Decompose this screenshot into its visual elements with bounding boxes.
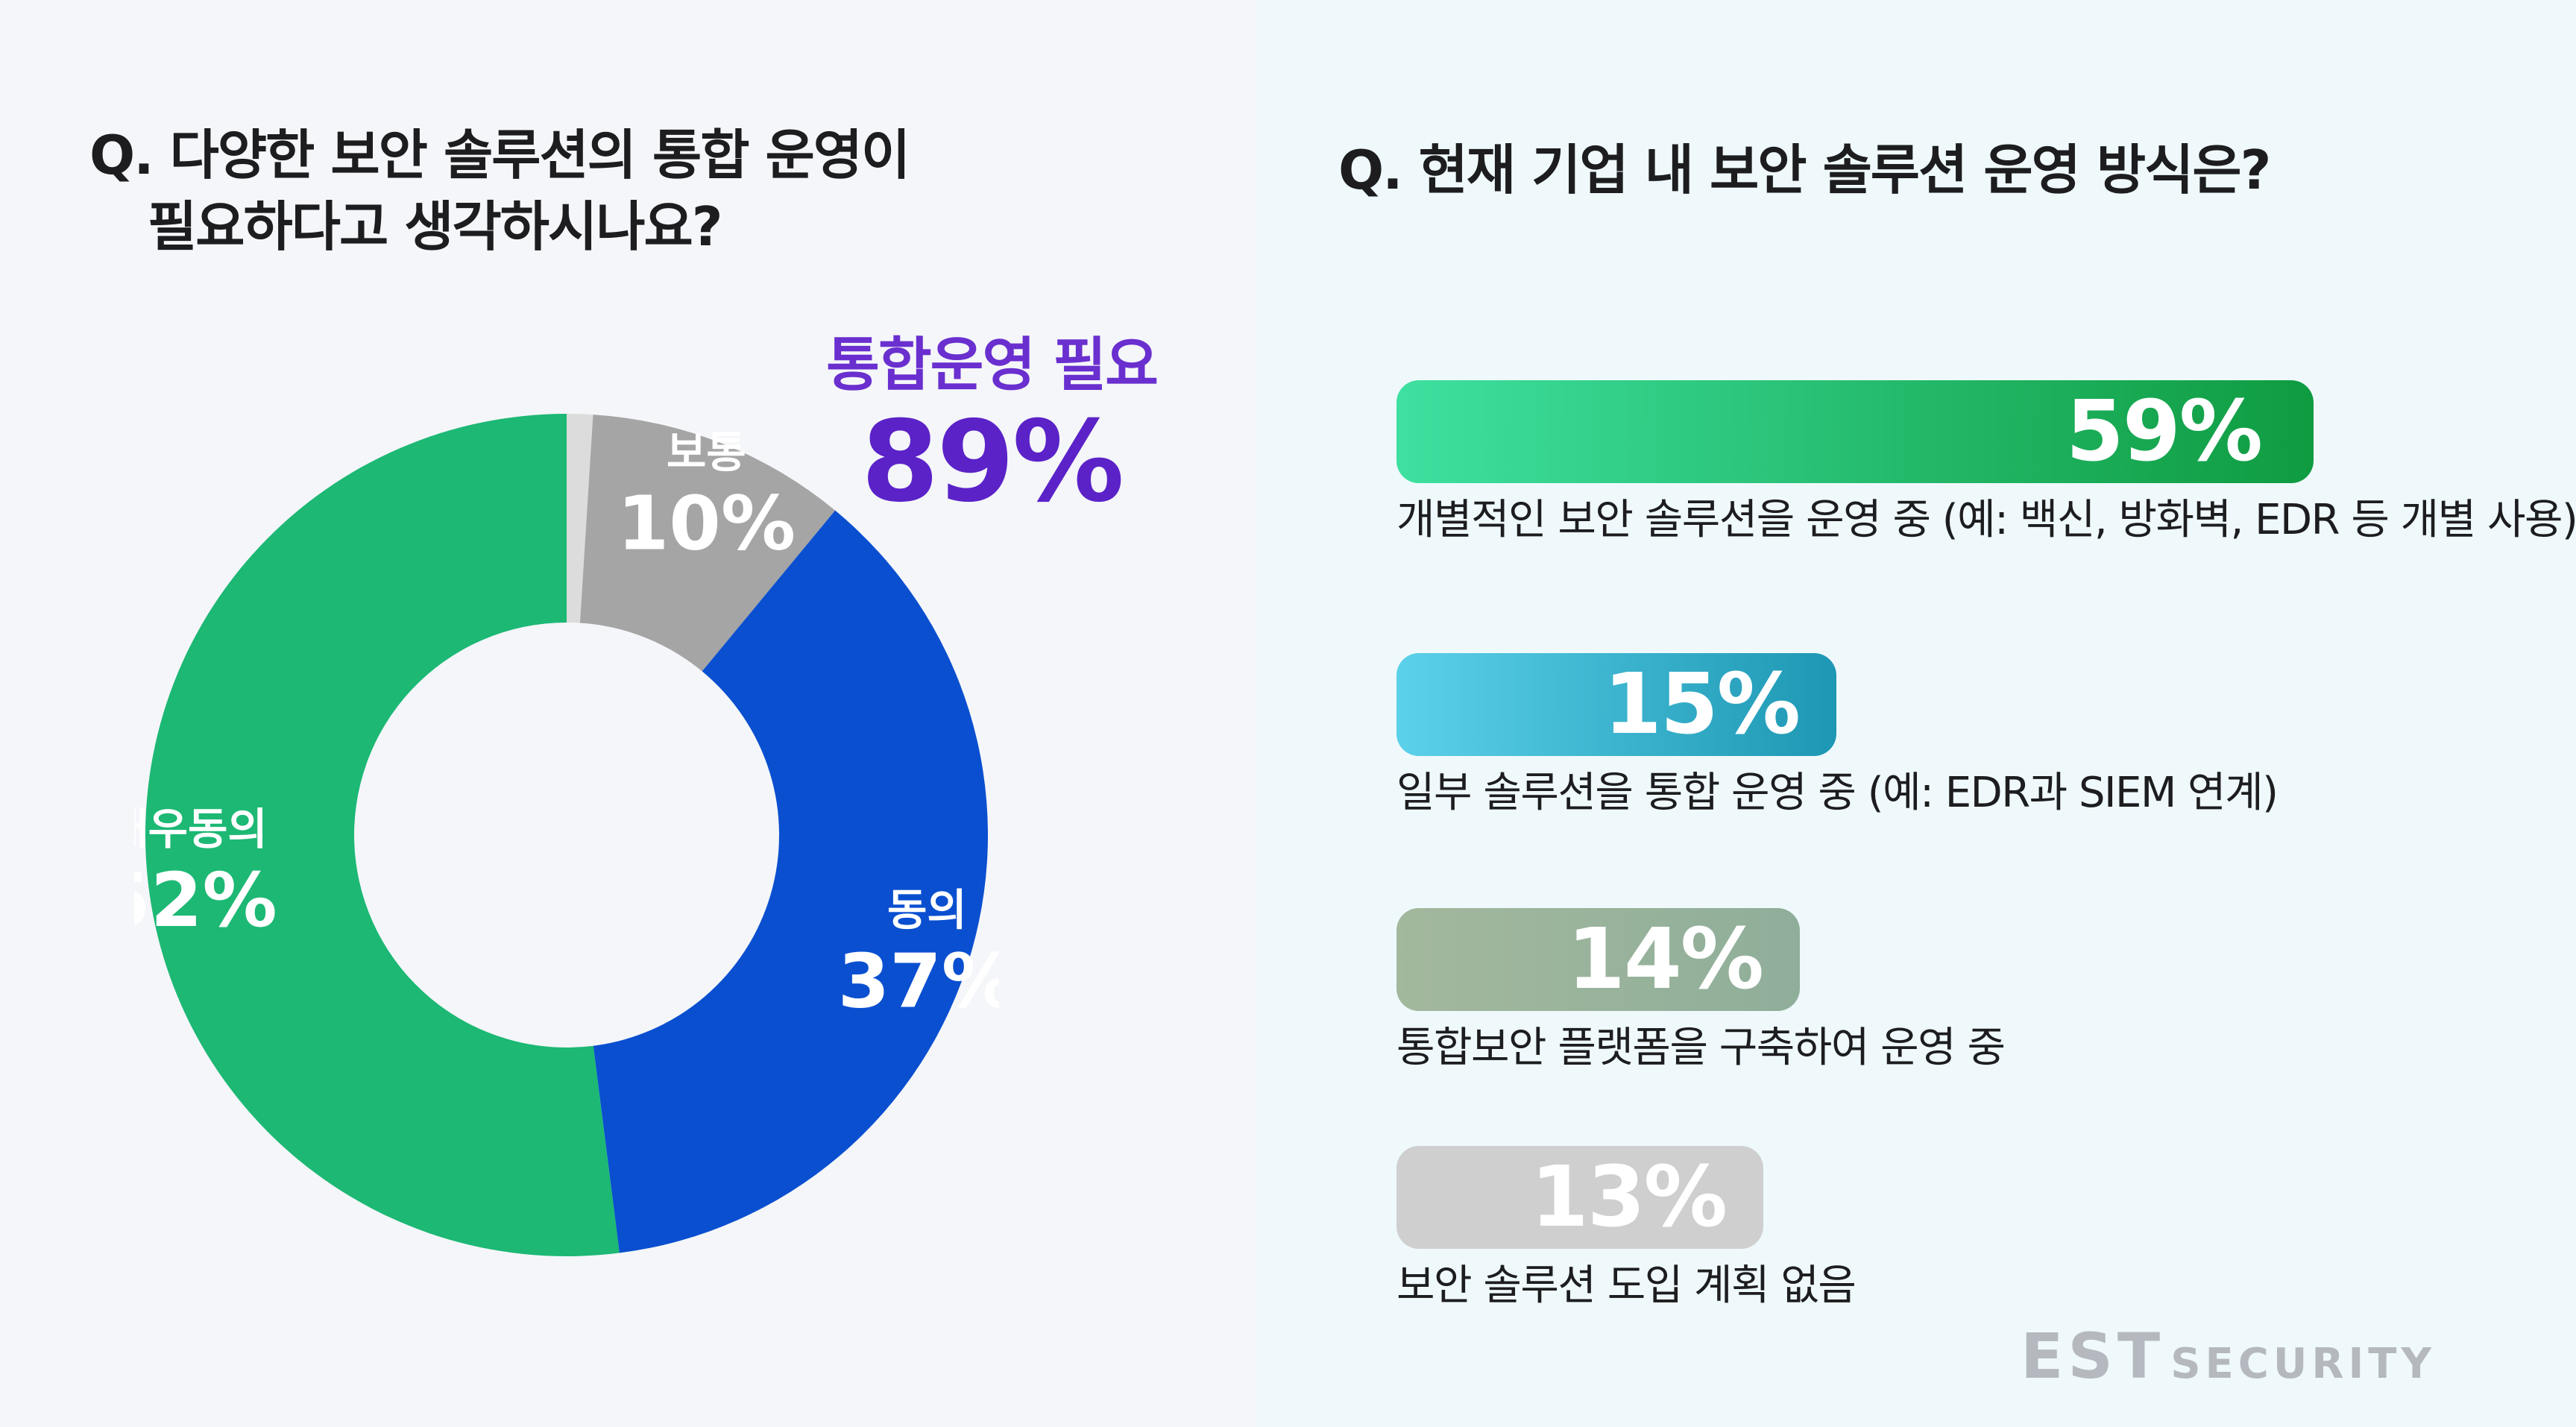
donut-slice-value-1: 10% <box>617 480 796 567</box>
callout-value: 89% <box>860 397 1124 527</box>
donut-slice-name-1: 보통 <box>667 427 746 478</box>
bar-value-label-0: 59% <box>2065 383 2263 480</box>
logo-secondary: SECURITY <box>2170 1340 2437 1388</box>
donut-slice-name-2: 동의 <box>887 884 967 935</box>
bar-category-label-3: 보안 솔루션 도입 계획 없음 <box>1396 1261 1857 1310</box>
donut-slice-value-3: 52% <box>134 857 277 944</box>
logo-primary: EST <box>2021 1320 2165 1393</box>
bar-row-1: 15% 일부 솔루션을 통합 운영 중 (예: EDR과 SIEM 연계) <box>1396 653 2279 820</box>
bar-question-title: Q. 현재 기업 내 보안 솔루션 운영 방식은? <box>1338 139 2271 201</box>
donut-question-title: Q. 다양한 보안 솔루션의 통합 운영이 필요하다고 생각하시나요? <box>89 119 1193 262</box>
bar-row-2: 14% 통합보안 플랫폼을 구축하여 운영 중 <box>1396 908 2006 1075</box>
callout-label: 통합운영 필요 <box>826 332 1159 399</box>
bar-value-label-2: 14% <box>1566 911 1764 1008</box>
donut-slice-3 <box>145 414 620 1256</box>
integration-need-callout: 통합운영 필요 89% <box>783 328 1200 522</box>
bar-value-label-1: 15% <box>1603 656 1801 753</box>
donut-slice-value-2: 37% <box>838 937 999 1024</box>
donut-question-line2: 필요하다고 생각하시나요? <box>148 195 722 258</box>
donut-slice-2 <box>593 510 988 1253</box>
bar-0: 59% <box>1396 380 2314 483</box>
donut-question-line1: Q. 다양한 보안 솔루션의 통합 운영이 <box>89 124 910 186</box>
bar-row-0: 59% 개별적인 보안 솔루션을 운영 중 (예: 백신, 방화벽, EDR 등 … <box>1396 380 2576 547</box>
donut-slice-1 <box>579 415 836 672</box>
bar-value-label-3: 13% <box>1530 1149 1728 1246</box>
est-security-logo: EST SECURITY <box>2021 1320 2436 1393</box>
bar-category-label-0: 개별적인 보안 솔루션을 운영 중 (예: 백신, 방화벽, EDR 등 개별 … <box>1396 496 2576 544</box>
bar-category-label-2: 통합보안 플랫폼을 구축하여 운영 중 <box>1396 1024 2006 1072</box>
bar-row-3: 13% 보안 솔루션 도입 계획 없음 <box>1396 1146 1857 1313</box>
donut-slice-name-3: 매우동의 <box>134 804 268 854</box>
bar-2: 14% <box>1396 908 1800 1011</box>
bar-1: 15% <box>1396 653 1836 756</box>
bar-category-label-1: 일부 솔루션을 통합 운영 중 (예: EDR과 SIEM 연계) <box>1396 769 2279 817</box>
bar-3: 13% <box>1396 1146 1763 1249</box>
donut-slice-0 <box>567 414 593 623</box>
